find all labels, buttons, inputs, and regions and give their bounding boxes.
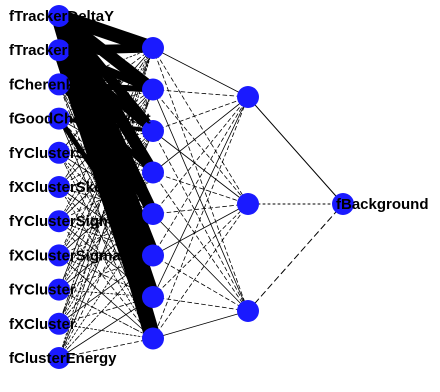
- edge-input-hidden1: [58, 213, 154, 359]
- edge-hidden1-hidden2: [152, 296, 249, 312]
- hidden1-node: [142, 286, 164, 308]
- edge-hidden1-hidden2: [152, 96, 249, 339]
- edge-hidden1-hidden2: [152, 172, 249, 312]
- hidden1-node: [142, 120, 164, 142]
- node-labels: fTrackerDeltaY fTrackerDeltaX fCherenkovTD…: [9, 8, 429, 367]
- input-node: [48, 141, 70, 164]
- network-edges: [51, 8, 344, 359]
- input-label: fGoodCherenkovHit: [9, 111, 151, 128]
- input-label: fXClusterSigma: [9, 247, 121, 264]
- edge-hidden2-output: [247, 96, 344, 205]
- edge-hidden1-hidden2: [152, 89, 249, 98]
- edge-hidden1-hidden2: [152, 255, 249, 312]
- input-node: [48, 278, 70, 301]
- edge-hidden1-hidden2: [152, 47, 249, 205]
- edge-input-hidden1: [58, 89, 154, 291]
- edge-hidden1-hidden2: [152, 203, 249, 298]
- edge-hidden1-hidden2: [152, 203, 249, 339]
- input-node: [48, 244, 70, 267]
- input-node: [48, 210, 70, 233]
- edge-input-hidden1: [58, 220, 154, 339]
- input-label: fTrackerDeltaX: [9, 42, 114, 59]
- input-node: [48, 39, 70, 62]
- edge-hidden1-hidden2: [152, 213, 249, 312]
- edge-hidden1-hidden2: [152, 203, 249, 215]
- output-label: fBackground: [336, 196, 429, 213]
- edge-hidden2-output: [247, 203, 344, 312]
- edge-input-hidden1-strong: [57, 116, 155, 133]
- edge-input-hidden1: [58, 338, 154, 359]
- input-node: [48, 73, 70, 96]
- edge-hidden1-hidden2: [152, 89, 249, 205]
- input-label: fYClusterSigma: [9, 213, 121, 230]
- hidden1-node: [142, 327, 164, 350]
- hidden1-node: [142, 78, 164, 101]
- hidden1-node: [142, 161, 164, 184]
- edge-hidden1-hidden2: [152, 310, 249, 339]
- hidden2-node: [237, 86, 259, 108]
- edge-input-hidden1: [58, 89, 154, 359]
- hidden2-node: [237, 300, 259, 322]
- edge-hidden1-hidden2: [152, 96, 249, 173]
- edge-input-hidden1: [58, 172, 154, 359]
- edge-hidden1-hidden2: [152, 89, 249, 312]
- input-node: [48, 107, 70, 130]
- edge-hidden1-hidden2: [152, 47, 249, 98]
- edge-hidden1-hidden2: [152, 96, 249, 298]
- input-label: fYCluster: [9, 282, 76, 299]
- edge-input-hidden1: [58, 130, 154, 325]
- edge-input-hidden1: [58, 172, 154, 188]
- edge-hidden1-hidden2: [152, 47, 249, 312]
- input-label: fXCluster: [9, 316, 76, 333]
- edge-hidden1-hidden2: [152, 203, 249, 256]
- edge-hidden1-hidden2: [152, 96, 249, 132]
- input-label: fClusterEnergy: [9, 350, 117, 367]
- edge-hidden1-hidden2: [152, 96, 249, 215]
- hidden1-node: [142, 244, 164, 267]
- edge-input-hidden1: [58, 89, 154, 256]
- hidden1-node: [142, 203, 164, 225]
- input-label: fXClusterSkew: [9, 179, 114, 196]
- input-node: [48, 312, 70, 335]
- edge-input-hidden1-strong: [56, 81, 156, 175]
- edge-hidden1-hidden2: [152, 130, 249, 205]
- edge-hidden1-hidden2: [152, 130, 249, 312]
- network-nodes: [48, 5, 354, 369]
- input-label: fYClusterSkew: [9, 145, 114, 162]
- edge-input-hidden1: [58, 289, 154, 339]
- output-node: [332, 193, 354, 215]
- hidden2-node: [237, 193, 259, 215]
- edge-input-hidden1-strong: [56, 81, 156, 93]
- edge-input-hidden1: [58, 254, 154, 339]
- input-label: fTrackerDeltaY: [9, 8, 114, 25]
- edge-hidden1-hidden2: [152, 172, 249, 205]
- input-node: [48, 347, 70, 369]
- edge-input-hidden1: [58, 220, 154, 256]
- input-node: [48, 5, 70, 27]
- edge-hidden1-hidden2: [152, 96, 249, 256]
- edge-input-hidden1-strong: [55, 46, 157, 94]
- edge-input-hidden1-strong: [54, 43, 158, 55]
- edge-input-hidden1-strong: [56, 116, 156, 258]
- input-label: fCherenkovTDC: [9, 76, 123, 93]
- hidden1-node: [142, 37, 164, 59]
- edge-input-hidden1-strong: [55, 46, 157, 135]
- input-node: [48, 176, 70, 198]
